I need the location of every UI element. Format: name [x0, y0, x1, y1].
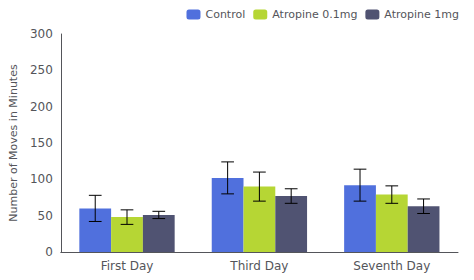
svg-text:Control: Control — [205, 8, 245, 21]
svg-text:200: 200 — [30, 100, 53, 114]
svg-text:50: 50 — [38, 209, 53, 223]
svg-text:250: 250 — [30, 63, 53, 77]
svg-text:300: 300 — [30, 27, 53, 41]
svg-text:150: 150 — [30, 136, 53, 150]
svg-text:Atropine 0.1mg: Atropine 0.1mg — [272, 8, 357, 21]
svg-text:First Day: First Day — [101, 259, 154, 273]
svg-text:Third Day: Third Day — [229, 259, 288, 273]
svg-text:100: 100 — [30, 172, 53, 186]
svg-text:Seventh Day: Seventh Day — [353, 259, 430, 273]
svg-text:Number of Moves in Minutes: Number of Moves in Minutes — [7, 64, 20, 222]
svg-text:0: 0 — [45, 245, 53, 259]
svg-text:Atropine 1mg: Atropine 1mg — [384, 8, 459, 21]
